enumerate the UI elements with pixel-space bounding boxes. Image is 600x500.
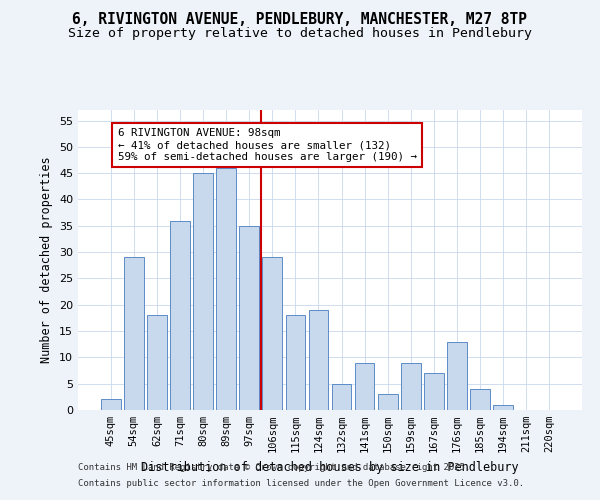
Bar — [101, 400, 121, 410]
Bar — [470, 389, 490, 410]
Bar — [308, 310, 328, 410]
Bar — [424, 373, 443, 410]
Text: 6, RIVINGTON AVENUE, PENDLEBURY, MANCHESTER, M27 8TP: 6, RIVINGTON AVENUE, PENDLEBURY, MANCHES… — [73, 12, 527, 28]
Bar — [147, 316, 167, 410]
Bar — [170, 220, 190, 410]
X-axis label: Distribution of detached houses by size in Pendlebury: Distribution of detached houses by size … — [141, 460, 519, 473]
Bar — [124, 258, 143, 410]
Text: Contains public sector information licensed under the Open Government Licence v3: Contains public sector information licen… — [78, 478, 524, 488]
Bar — [401, 362, 421, 410]
Bar — [355, 362, 374, 410]
Text: 6 RIVINGTON AVENUE: 98sqm
← 41% of detached houses are smaller (132)
59% of semi: 6 RIVINGTON AVENUE: 98sqm ← 41% of detac… — [118, 128, 416, 162]
Text: Contains HM Land Registry data © Crown copyright and database right 2025.: Contains HM Land Registry data © Crown c… — [78, 464, 470, 472]
Bar — [193, 173, 213, 410]
Bar — [286, 316, 305, 410]
Bar — [239, 226, 259, 410]
Bar — [332, 384, 352, 410]
Y-axis label: Number of detached properties: Number of detached properties — [40, 156, 53, 364]
Bar — [378, 394, 398, 410]
Bar — [217, 168, 236, 410]
Text: Size of property relative to detached houses in Pendlebury: Size of property relative to detached ho… — [68, 28, 532, 40]
Bar — [262, 258, 282, 410]
Bar — [493, 404, 513, 410]
Bar — [447, 342, 467, 410]
